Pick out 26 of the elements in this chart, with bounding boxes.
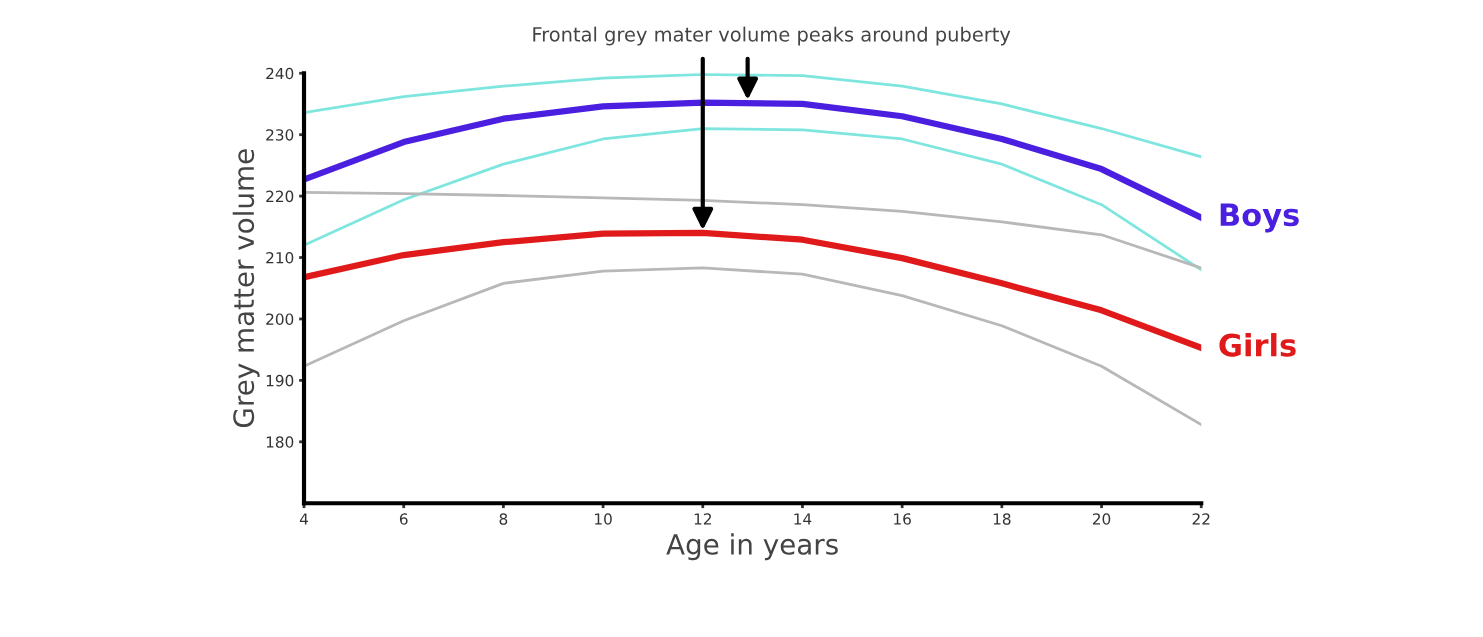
line-series: [304, 266, 1202, 426]
x-tick-label: 6: [399, 513, 408, 525]
line-series: [304, 73, 1202, 159]
x-tick-label: 10: [595, 513, 612, 525]
x-tick-label: 8: [499, 513, 508, 525]
y-tick-label: 190: [266, 374, 294, 387]
x-tick-label: 4: [299, 513, 309, 525]
y-tick-label: 230: [266, 129, 294, 141]
series-label: Boys: [1220, 203, 1299, 233]
x-tick-label: 18: [993, 513, 1011, 525]
x-tick-label: 14: [794, 513, 812, 525]
y-tick-label: 210: [266, 252, 294, 264]
series-label: Girls: [1219, 333, 1296, 357]
x-tick-label: 22: [1192, 513, 1210, 525]
y-tick-label: 180: [266, 436, 294, 448]
line-series: [304, 127, 1202, 272]
y-tick-label: 220: [266, 190, 294, 203]
y-axis-title: Grey matter volume: [232, 149, 260, 428]
x-tick-label: 12: [694, 513, 711, 525]
annotation: Frontal grey mater volume peaks around puberty: [533, 26, 1011, 46]
x-tick-label: 16: [894, 513, 911, 525]
line-series: [304, 191, 1202, 270]
y-tick-label: 240: [266, 67, 294, 80]
y-tick-label: 200: [266, 313, 294, 325]
x-axis-title: Age in years: [666, 533, 838, 561]
x-tick-label: 20: [1092, 513, 1111, 525]
